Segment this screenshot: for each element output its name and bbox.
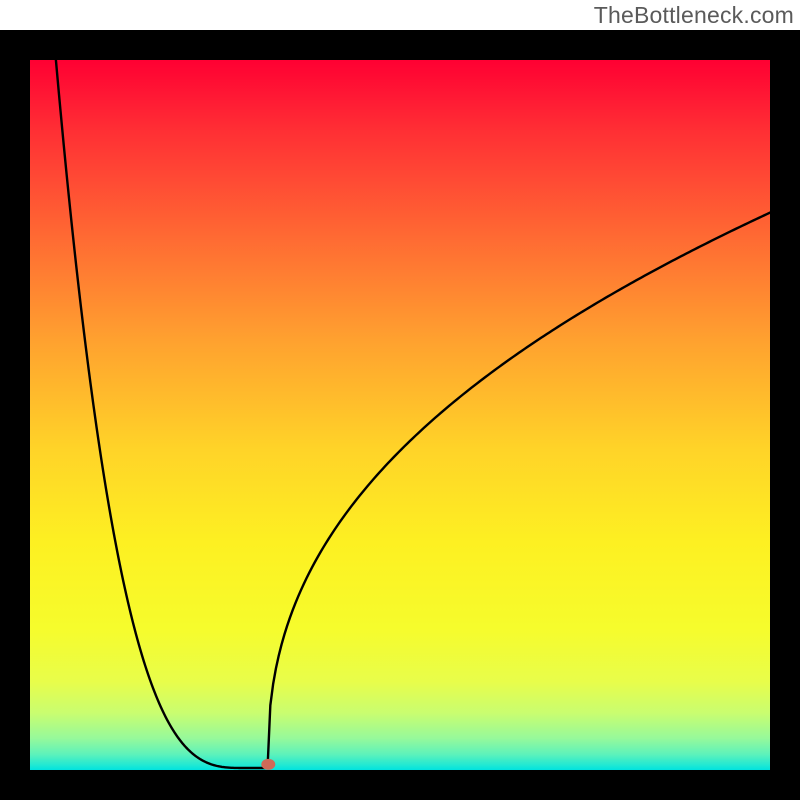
chart-container: TheBottleneck.com [0,0,800,800]
plot-background [30,60,770,770]
optimal-point-marker [261,759,275,770]
watermark-text: TheBottleneck.com [594,2,794,29]
chart-svg [0,0,800,800]
